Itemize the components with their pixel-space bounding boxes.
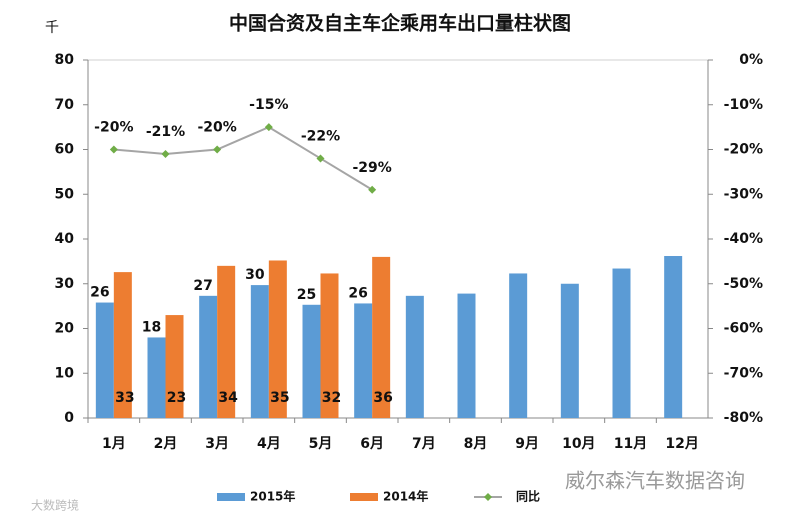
line-marker (264, 123, 273, 132)
y2-tick-label: -20% (724, 142, 763, 158)
bar (612, 268, 631, 418)
x-tick-label: 4月 (257, 436, 281, 452)
chart-title: 中国合资及自主车企乘用车出口量柱状图 (229, 12, 571, 35)
data-label: 18 (142, 319, 161, 335)
y2-tick-label: -80% (724, 410, 763, 426)
y-tick-label: 30 (55, 276, 75, 292)
line-marker (368, 185, 377, 194)
legend-marker (484, 493, 492, 501)
line-marker (109, 145, 118, 154)
legend-swatch (350, 493, 378, 501)
x-tick-label: 8月 (464, 436, 488, 452)
line-marker (316, 154, 325, 163)
line-marker (161, 149, 170, 158)
x-tick-label: 3月 (205, 436, 229, 452)
bar (165, 315, 184, 418)
bar (302, 304, 321, 418)
data-label: -15% (249, 97, 288, 113)
y2-tick-label: -30% (724, 186, 763, 202)
data-label: 32 (322, 390, 341, 406)
data-label: 27 (193, 278, 212, 294)
bar (354, 303, 373, 418)
data-label: -21% (146, 124, 185, 140)
legend-label: 同比 (516, 489, 540, 504)
data-label: 35 (270, 390, 289, 406)
y-tick-label: 50 (55, 186, 75, 202)
legend-label: 2014年 (383, 489, 428, 504)
y2-tick-label: 0% (739, 52, 763, 68)
line (113, 126, 373, 191)
y-unit: 千 (45, 20, 59, 36)
x-tick-label: 2月 (154, 436, 178, 452)
y-tick-label: 80 (55, 52, 75, 68)
data-label: -20% (198, 120, 237, 136)
line-marker (213, 145, 222, 154)
y-tick-label: 40 (55, 231, 75, 247)
data-label: 33 (115, 390, 134, 406)
bar (95, 302, 114, 418)
x-tick-label: 7月 (412, 436, 436, 452)
legend-swatch (217, 493, 245, 501)
data-label: -22% (301, 128, 340, 144)
x-tick-label: 11月 (614, 436, 647, 452)
data-label: 25 (297, 287, 316, 303)
data-label: 30 (245, 267, 265, 283)
x-tick-label: 12月 (665, 436, 698, 452)
bar (147, 337, 166, 418)
y-tick-label: 0 (64, 410, 74, 426)
watermark: 大数跨境 (31, 498, 79, 513)
bar (113, 272, 132, 418)
bar (217, 265, 236, 418)
x-tick-label: 10月 (562, 436, 595, 452)
y2-tick-label: -70% (724, 365, 763, 381)
y-tick-label: 70 (55, 97, 75, 113)
y-tick-label: 20 (55, 321, 75, 337)
data-label: -20% (94, 120, 133, 136)
bar (268, 260, 287, 418)
x-tick-label: 1月 (102, 436, 126, 452)
bar (250, 285, 269, 418)
y2-tick-label: -60% (724, 321, 763, 337)
y2-tick-label: -10% (724, 97, 763, 113)
x-tick-label: 9月 (515, 436, 539, 452)
data-label: 34 (218, 390, 238, 406)
legend-label: 2015年 (250, 489, 295, 504)
data-label: 36 (373, 390, 392, 406)
watermark: 威尔森汽车数据咨询 (565, 469, 745, 493)
bar (509, 273, 528, 418)
bar (664, 256, 683, 418)
data-label: -29% (353, 160, 392, 176)
bar (560, 283, 579, 418)
bar (372, 256, 391, 418)
bar (457, 293, 476, 418)
bar (405, 295, 424, 418)
x-tick-label: 6月 (360, 436, 384, 452)
x-tick-label: 5月 (309, 436, 333, 452)
y-tick-label: 10 (55, 365, 75, 381)
bar (320, 273, 339, 418)
data-label: 26 (348, 285, 367, 301)
y2-tick-label: -40% (724, 231, 763, 247)
data-label: 23 (167, 390, 186, 406)
y2-tick-label: -50% (724, 276, 763, 292)
data-label: 26 (90, 285, 109, 301)
y-tick-label: 60 (55, 142, 75, 158)
bar (199, 295, 218, 418)
